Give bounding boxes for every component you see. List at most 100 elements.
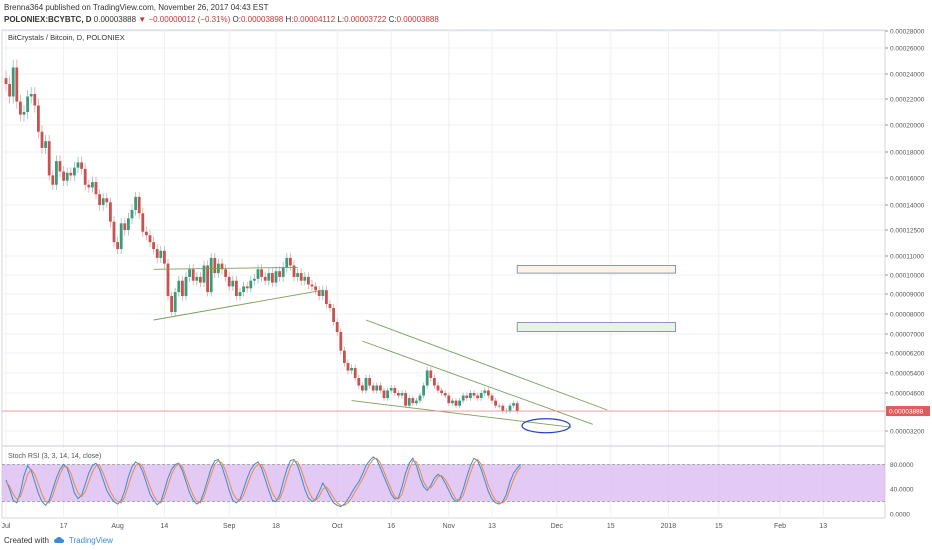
candle-body [98, 194, 101, 205]
candle-body [19, 101, 22, 115]
candle-body [328, 304, 332, 308]
candle-body [296, 273, 299, 277]
x-tick-label: Dec [551, 523, 564, 530]
candle-body [184, 276, 188, 296]
candle-body [497, 405, 501, 407]
author-link[interactable]: Brenna364 [4, 3, 44, 12]
candle-body [407, 398, 411, 406]
chart-frame [1, 29, 886, 519]
candle-body [314, 286, 317, 291]
candle-body [271, 273, 274, 283]
candle-body [303, 276, 307, 281]
y-tick-label: 0.00018000 [890, 150, 925, 157]
candle-body [267, 273, 271, 281]
candle-body [159, 250, 163, 258]
candle-body [321, 290, 325, 296]
candle-body [141, 213, 145, 232]
candle-body [173, 292, 177, 312]
candle-body [166, 263, 170, 296]
candle-body [436, 385, 440, 391]
rsi-series-line [5, 457, 522, 506]
candle-body [195, 276, 199, 281]
rsi-y-tick-label: 40.0000 [890, 487, 914, 494]
change-value: −0.00000012 (−0.31%) [148, 15, 231, 24]
candle-body [245, 286, 249, 289]
price-chart[interactable]: Jul 17 Aug 14 Sep 18 Oct 16 Nov 13 Dec 15 2018 15 Feb 1… [0, 28, 932, 531]
rsi-series-line [5, 456, 522, 508]
candle-body [339, 332, 343, 351]
rsi-y-tick-label: 0.0000 [890, 512, 910, 519]
candle-body [501, 405, 505, 411]
candle-body [317, 290, 321, 296]
candle-body [22, 112, 26, 115]
candle-body [357, 378, 361, 386]
candle-body [379, 385, 382, 391]
candle-body [235, 280, 238, 296]
candle-body [11, 67, 15, 97]
candle-body [37, 105, 40, 132]
y-tick-label: 0.00011000 [890, 254, 924, 261]
candle-body [461, 395, 465, 401]
candle-body [155, 249, 159, 258]
last-price: 0.00003888 [93, 15, 137, 24]
candle-body [26, 96, 29, 112]
candle-body [343, 350, 346, 363]
candle-body [112, 221, 116, 243]
x-tick-label: 15 [607, 523, 615, 530]
x-tick-label: Sep [223, 523, 236, 530]
candle-body [73, 167, 76, 176]
candle-body [58, 161, 62, 172]
candle-body [443, 393, 447, 396]
candle-body [389, 388, 393, 391]
candle-body [386, 390, 389, 399]
candle-body [51, 175, 55, 185]
candle-body [490, 395, 494, 401]
trendline [365, 319, 608, 411]
candle-body [227, 276, 231, 287]
candle-body [371, 385, 375, 391]
low-value: 0.00003722 [344, 15, 387, 24]
published-text: published on TradingView.com, November 2… [45, 3, 269, 12]
candle-body [83, 168, 87, 185]
candle-body [483, 390, 487, 393]
candle-body [422, 385, 425, 396]
trendline [362, 340, 593, 425]
x-tick-label: 13 [488, 523, 496, 530]
candle-body [152, 242, 155, 250]
chart-title: BitCrystals / Bitcoin, D, POLONIEX [8, 33, 125, 42]
candle-body [479, 393, 483, 399]
tradingview-cloud-icon [53, 537, 64, 543]
candle-body [310, 284, 314, 287]
candle-body [494, 400, 497, 406]
candle-body [188, 269, 191, 277]
candle-body [224, 269, 227, 277]
candle-body [199, 276, 202, 283]
x-tick-label: 2018 [661, 523, 677, 530]
candle-body [119, 223, 123, 250]
candle-body [400, 393, 404, 396]
candle-body [109, 202, 112, 222]
chart-header: Brenna364 published on TradingView.com, … [4, 2, 924, 28]
candle-body [289, 257, 292, 266]
candle-body [361, 385, 364, 391]
candle-body [472, 393, 476, 396]
candle-body [91, 182, 94, 188]
low-label: L: [337, 15, 345, 24]
high-label: H: [285, 15, 294, 24]
candle-body [364, 378, 368, 391]
candle-body [4, 78, 8, 84]
x-tick-label: 16 [387, 523, 395, 530]
candle-body [285, 257, 289, 268]
footer: Created with TradingView [4, 533, 113, 547]
candle-body [101, 198, 105, 205]
candle-body [65, 172, 69, 181]
candle-body [62, 171, 65, 181]
y-tick-label: 0.00009000 [890, 292, 925, 299]
candle-body [137, 196, 141, 214]
tradingview-brand-link[interactable]: TradingView [68, 535, 113, 545]
candle-body [123, 223, 127, 230]
candle-body [94, 182, 98, 195]
candle-body [281, 267, 285, 277]
target-zone [516, 322, 677, 332]
x-tick-label: 18 [272, 523, 280, 530]
